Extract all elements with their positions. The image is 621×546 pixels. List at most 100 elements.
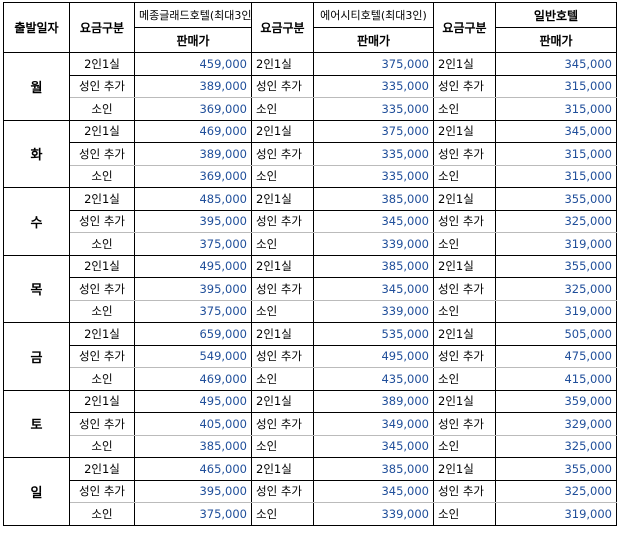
fare-type: 2인1실 <box>251 322 314 346</box>
fare-type: 2인1실 <box>251 457 314 481</box>
price: 315,000 <box>495 74 617 98</box>
price-row: 목 2인1실 495,000 2인1실 385,000 2인1실 355,000 <box>3 254 617 323</box>
fare-type: 소인 <box>69 502 135 526</box>
day-cell: 금 <box>3 322 70 391</box>
price-row: 소인 369,000 소인 335,000 소인 315,000 <box>4 97 617 121</box>
fare-type: 소인 <box>251 164 314 188</box>
fare-type: 소인 <box>69 97 135 121</box>
fare-type: 2인1실 <box>433 389 496 413</box>
fare-type: 성인 추가 <box>251 142 314 166</box>
fare-type: 성인 추가 <box>433 277 496 301</box>
day-cell: 일 <box>3 457 70 526</box>
price: 475,000 <box>495 344 617 368</box>
price: 345,000 <box>495 119 617 143</box>
type-header: 요금구분 <box>433 2 496 53</box>
price: 369,000 <box>134 97 252 121</box>
fare-type: 소인 <box>251 502 314 526</box>
fare-type: 성인 추가 <box>251 479 314 503</box>
price-row: 금 2인1실 659,000 2인1실 535,000 2인1실 505,000 <box>3 322 617 391</box>
price: 389,000 <box>134 142 252 166</box>
fare-type: 2인1실 <box>251 52 314 76</box>
price: 345,000 <box>313 434 434 458</box>
price: 495,000 <box>134 389 252 413</box>
price: 395,000 <box>134 209 252 233</box>
price: 375,000 <box>313 119 434 143</box>
price-row: 토 2인1실 495,000 2인1실 389,000 2인1실 359,000 <box>3 389 617 458</box>
hotel-name: 에어시티호텔(최대3인) <box>313 2 434 28</box>
price: 325,000 <box>495 277 617 301</box>
price: 335,000 <box>313 74 434 98</box>
price: 485,000 <box>134 187 252 211</box>
fare-type: 소인 <box>433 434 496 458</box>
price: 329,000 <box>495 412 617 436</box>
price: 415,000 <box>495 367 617 391</box>
fare-type: 소인 <box>69 367 135 391</box>
fare-type: 소인 <box>69 232 135 256</box>
fare-type: 2인1실 <box>251 187 314 211</box>
fare-type: 성인 추가 <box>433 142 496 166</box>
fare-type: 성인 추가 <box>69 277 135 301</box>
price-table: 출발일자 요금구분 메종글래드호텔(최대3인) 요금구분 에어시티호텔(최대3인) 요금구… <box>3 2 617 526</box>
price-header: 판매가 <box>495 27 617 53</box>
fare-type: 2인1실 <box>433 52 496 76</box>
price-row: 성인 추가 405,000 성인 추가 349,000 성인 추가 329,000 <box>4 412 617 436</box>
price: 345,000 <box>495 52 617 76</box>
price: 369,000 <box>134 164 252 188</box>
fare-type: 2인1실 <box>433 119 496 143</box>
fare-type: 성인 추가 <box>433 209 496 233</box>
price-header: 판매가 <box>313 27 434 53</box>
price: 375,000 <box>134 502 252 526</box>
price: 335,000 <box>313 97 434 121</box>
fare-type: 소인 <box>433 164 496 188</box>
fare-type: 2인1실 <box>433 254 496 278</box>
price-row: 성인 추가 395,000 성인 추가 345,000 성인 추가 325,000 <box>4 209 617 233</box>
price: 315,000 <box>495 97 617 121</box>
table-body: 월 2인1실 459,000 2인1실 375,000 2인1실 345,000 성인 추가 3… <box>3 52 617 526</box>
fare-type: 성인 추가 <box>251 74 314 98</box>
type-header: 요금구분 <box>69 2 135 53</box>
fare-type: 2인1실 <box>433 457 496 481</box>
fare-type: 성인 추가 <box>251 344 314 368</box>
price: 389,000 <box>134 74 252 98</box>
fare-type: 2인1실 <box>69 119 135 143</box>
price: 375,000 <box>313 52 434 76</box>
fare-type: 소인 <box>69 434 135 458</box>
price-row: 소인 375,000 소인 339,000 소인 319,000 <box>4 502 617 526</box>
fare-type: 성인 추가 <box>69 344 135 368</box>
fare-type: 2인1실 <box>251 119 314 143</box>
price: 339,000 <box>313 232 434 256</box>
header-row: 출발일자 요금구분 메종글래드호텔(최대3인) 요금구분 에어시티호텔(최대3인) 요금구… <box>3 2 617 53</box>
price: 315,000 <box>495 142 617 166</box>
price: 469,000 <box>134 119 252 143</box>
price: 335,000 <box>313 142 434 166</box>
price-row: 소인 375,000 소인 339,000 소인 319,000 <box>4 232 617 256</box>
price: 395,000 <box>134 479 252 503</box>
price: 355,000 <box>495 254 617 278</box>
price: 395,000 <box>134 277 252 301</box>
price: 459,000 <box>134 52 252 76</box>
price: 345,000 <box>313 209 434 233</box>
fare-type: 소인 <box>251 434 314 458</box>
price: 339,000 <box>313 299 434 323</box>
price: 345,000 <box>313 479 434 503</box>
price: 495,000 <box>313 344 434 368</box>
fare-type: 2인1실 <box>69 389 135 413</box>
fare-type: 성인 추가 <box>69 209 135 233</box>
price-row: 소인 385,000 소인 345,000 소인 325,000 <box>4 434 617 458</box>
price-row: 성인 추가 395,000 성인 추가 345,000 성인 추가 325,000 <box>4 479 617 503</box>
price: 385,000 <box>313 187 434 211</box>
fare-type: 소인 <box>251 299 314 323</box>
fare-type: 성인 추가 <box>433 74 496 98</box>
type-header: 요금구분 <box>251 2 314 53</box>
price-row: 소인 375,000 소인 339,000 소인 319,000 <box>4 299 617 323</box>
price-row: 성인 추가 389,000 성인 추가 335,000 성인 추가 315,000 <box>4 74 617 98</box>
price-row: 성인 추가 549,000 성인 추가 495,000 성인 추가 475,000 <box>4 344 617 368</box>
price-row: 성인 추가 389,000 성인 추가 335,000 성인 추가 315,000 <box>4 142 617 166</box>
fare-type: 소인 <box>433 367 496 391</box>
fare-type: 성인 추가 <box>433 479 496 503</box>
fare-type: 소인 <box>433 232 496 256</box>
price-row: 소인 369,000 소인 335,000 소인 315,000 <box>4 164 617 188</box>
price: 315,000 <box>495 164 617 188</box>
fare-type: 성인 추가 <box>69 74 135 98</box>
fare-type: 2인1실 <box>433 322 496 346</box>
